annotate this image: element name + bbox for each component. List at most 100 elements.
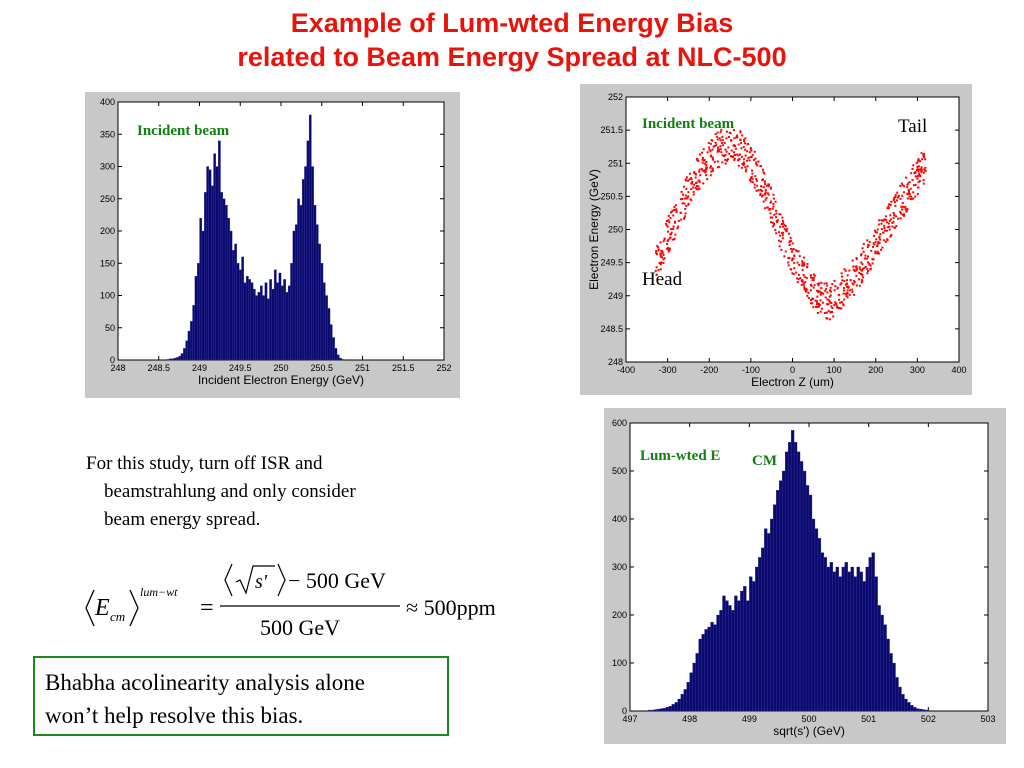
c1-bar bbox=[206, 166, 210, 361]
study-description: For this study, turn off ISR and beamstr… bbox=[86, 450, 466, 534]
c2-point bbox=[721, 135, 724, 138]
c2-point bbox=[713, 144, 716, 147]
c2-point bbox=[796, 277, 799, 280]
c2-point bbox=[765, 184, 768, 187]
c2-point bbox=[855, 258, 858, 261]
c2-point bbox=[787, 264, 790, 267]
c2-point bbox=[809, 274, 812, 277]
c2-point bbox=[680, 190, 683, 193]
c1-bar bbox=[283, 279, 286, 361]
c3-bar bbox=[758, 557, 762, 712]
c2-point bbox=[690, 188, 693, 191]
c2-point bbox=[698, 181, 701, 184]
c2-point bbox=[694, 176, 697, 179]
c3-bar bbox=[773, 504, 777, 712]
c2-point bbox=[907, 191, 910, 194]
c2-point bbox=[872, 258, 875, 261]
c2-point bbox=[799, 277, 802, 280]
c1-incident-beam-label: Incident beam bbox=[137, 123, 230, 139]
c2-point bbox=[892, 212, 895, 215]
c3-bar bbox=[781, 470, 786, 712]
c2-point bbox=[853, 281, 856, 284]
right-angle-bracket bbox=[129, 589, 139, 627]
c1-bar bbox=[185, 340, 189, 361]
c2-point bbox=[789, 236, 792, 239]
c2-point bbox=[717, 148, 720, 151]
c2-point bbox=[876, 250, 879, 253]
c1-bar bbox=[183, 348, 186, 361]
c2-point bbox=[734, 147, 737, 150]
c2-point bbox=[755, 179, 758, 182]
c2-point bbox=[851, 288, 854, 291]
c2-point bbox=[751, 181, 754, 184]
c2-point bbox=[843, 298, 846, 301]
c2-point bbox=[837, 294, 840, 297]
c3-bar bbox=[802, 470, 807, 712]
c1-bar bbox=[264, 282, 268, 361]
c1-y-tick-label: 150 bbox=[100, 258, 115, 268]
c2-point bbox=[681, 198, 684, 201]
c2-point bbox=[725, 137, 728, 140]
c3-bar bbox=[784, 451, 789, 712]
c2-point bbox=[667, 219, 670, 222]
c1-bar bbox=[204, 192, 207, 361]
c2-point bbox=[816, 295, 819, 298]
c2-point bbox=[744, 170, 747, 173]
c3-bar bbox=[871, 552, 875, 712]
c2-point bbox=[916, 192, 919, 195]
c2-point bbox=[906, 197, 909, 200]
c2-point bbox=[888, 225, 891, 228]
c2-point bbox=[843, 279, 846, 282]
c2-point bbox=[874, 250, 877, 253]
c2-point bbox=[695, 185, 698, 188]
c2-point bbox=[778, 245, 781, 248]
c2-point bbox=[912, 184, 915, 187]
c2-point bbox=[801, 262, 804, 265]
c2-point bbox=[851, 282, 854, 285]
c2-point bbox=[692, 190, 695, 193]
c2-point bbox=[859, 268, 862, 271]
c3-bar bbox=[793, 442, 798, 712]
c2-point bbox=[715, 144, 718, 147]
c2-y-tick-label: 251.5 bbox=[600, 125, 623, 135]
c2-point bbox=[823, 311, 826, 314]
num-left-bracket bbox=[224, 563, 233, 597]
c2-point bbox=[860, 281, 863, 284]
c2-x-tick-label: 400 bbox=[951, 365, 966, 375]
c2-point bbox=[756, 184, 759, 187]
c3-bar bbox=[841, 566, 845, 712]
c2-point bbox=[739, 131, 742, 134]
c2-point bbox=[662, 240, 665, 243]
formula-cm-sub: cm bbox=[110, 609, 125, 624]
c2-point bbox=[664, 222, 667, 225]
c1-y-tick-label: 50 bbox=[105, 323, 115, 333]
c1-bar bbox=[269, 279, 272, 361]
c2-point bbox=[809, 276, 812, 279]
c1-bar bbox=[313, 205, 317, 361]
c2-point bbox=[866, 269, 869, 272]
c2-point bbox=[902, 213, 905, 216]
c1-bar bbox=[252, 288, 256, 361]
c1-bar bbox=[241, 256, 244, 361]
c2-point bbox=[847, 285, 850, 288]
c2-point bbox=[796, 250, 799, 253]
c2-y-tick-label: 251 bbox=[608, 158, 623, 168]
c2-point bbox=[876, 252, 879, 255]
c2-point bbox=[871, 258, 874, 261]
c2-point bbox=[710, 170, 713, 173]
c1-y-tick-label: 200 bbox=[100, 226, 115, 236]
c2-point bbox=[816, 282, 819, 285]
c2-point bbox=[861, 263, 864, 266]
c2-point bbox=[823, 282, 826, 285]
c3-bar bbox=[725, 600, 729, 712]
c3-bar bbox=[796, 451, 801, 712]
c3-bar bbox=[850, 566, 854, 712]
c2-point bbox=[864, 254, 867, 257]
c2-point bbox=[747, 157, 750, 160]
c2-point bbox=[844, 283, 847, 286]
c2-point bbox=[923, 168, 926, 171]
c2-point bbox=[826, 284, 829, 287]
c2-point bbox=[899, 217, 902, 220]
c2-point bbox=[657, 269, 660, 272]
c2-y-tick-label: 248 bbox=[608, 357, 623, 367]
